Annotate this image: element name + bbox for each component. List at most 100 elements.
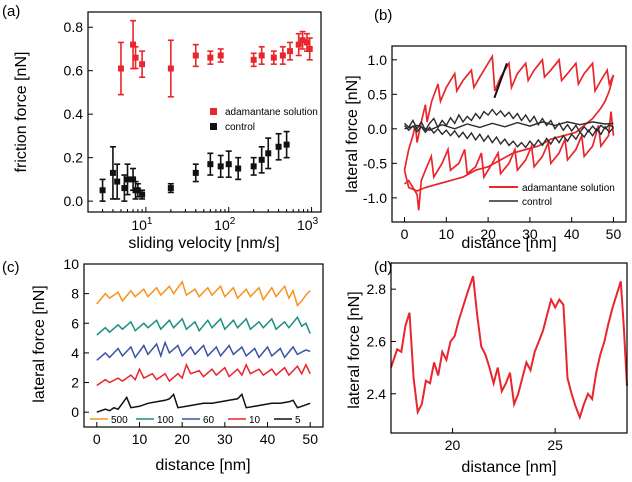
- c-line-100: [96, 315, 311, 336]
- b-xtick-label-2: 20: [480, 226, 496, 242]
- panel-a-letter: (a): [2, 3, 20, 20]
- panel-d-plot-area: 20 25 2.4 2.6 2.8: [367, 275, 628, 453]
- legend-marker-control: [210, 123, 217, 130]
- panel-d-frame: [390, 262, 628, 434]
- a-point-0-8: [250, 56, 257, 63]
- panel-c-letter: (c): [2, 259, 20, 276]
- a-xtick-exp-1: 2: [230, 216, 236, 227]
- b-line-0-retrace_upper: [403, 74, 615, 192]
- c-line-5: [96, 392, 311, 413]
- a-point-1-18: [275, 143, 282, 150]
- a-point-1-8: [139, 191, 146, 198]
- d-xtick-label-1: 25: [547, 437, 563, 453]
- a-point-1-4: [124, 176, 131, 183]
- c-line-60: [96, 340, 311, 361]
- a-ytick-label-2: 0.4: [64, 106, 84, 122]
- a-ytick-label-3: 0.6: [64, 63, 84, 79]
- b-ytick-label-4: 1.0: [368, 52, 388, 68]
- c-line-500: [96, 280, 311, 307]
- b-line-1-trace_upper: [404, 108, 614, 134]
- a-point-0-11: [279, 52, 286, 59]
- c-ytick-label-0: 0: [71, 404, 79, 420]
- a-point-1-15: [250, 163, 257, 170]
- a-point-1-13: [225, 161, 232, 168]
- c-xtick-label-1: 10: [132, 431, 148, 447]
- a-point-1-19: [283, 141, 290, 148]
- c-xtick-label-2: 20: [174, 431, 190, 447]
- panel-d: (d) 20 25 2.4 2.6 2.8 distance [nm] lateral …: [346, 259, 628, 476]
- c-xtick-label-0: 0: [93, 431, 101, 447]
- c-xtick-label-3: 30: [217, 431, 233, 447]
- a-point-1-2: [114, 178, 121, 185]
- panel-b-letter: (b): [374, 7, 392, 24]
- c-ytick-label-5: 10: [63, 256, 79, 272]
- legend-marker-adamantane: [210, 108, 217, 115]
- c-ytick-label-3: 6: [71, 315, 79, 331]
- panel-c-legend: 500 100 60 10 5: [90, 415, 301, 426]
- c-xtick-label-5: 50: [302, 431, 318, 447]
- panel-c-frame: [83, 263, 324, 428]
- a-ytick-label-0: 0.0: [64, 193, 84, 209]
- a-ytick-label-1: 0.2: [64, 150, 84, 166]
- panel-b-plot-area: 0 10 20 30 40 50 -1.0 -0.5 0.0 0.5 1.0: [363, 52, 622, 242]
- a-point-1-12: [217, 163, 224, 170]
- a-point-1-10: [192, 169, 199, 176]
- c-legend-label-5: 5: [295, 415, 301, 426]
- a-point-0-2: [132, 54, 139, 61]
- b-line-0-trace_upper: [403, 53, 615, 171]
- a-xtick-label-1: 102: [214, 216, 236, 233]
- b-xtick-label-3: 30: [522, 226, 538, 242]
- a-point-0-14: [299, 37, 306, 44]
- panel-b-legend: adamantane solution control: [489, 183, 615, 208]
- b-annotation-segment: [493, 62, 508, 99]
- panel-a-legend: adamantane solution control: [210, 107, 318, 133]
- b-line-0-trace_lower: [403, 111, 615, 211]
- panel-b-xlabel: distance [nm]: [461, 235, 556, 252]
- c-line-10: [96, 362, 311, 387]
- a-xtick-exp-0: 1: [147, 216, 153, 227]
- c-legend-label-100: 100: [157, 415, 174, 426]
- panel-b-ylabel: lateral force [nN]: [344, 75, 361, 192]
- a-xtick-label-0: 101: [131, 216, 153, 233]
- a-point-1-14: [235, 165, 242, 172]
- b-xtick-label-4: 40: [564, 226, 580, 242]
- a-point-0-3: [139, 61, 146, 68]
- a-xtick-label-2: 103: [297, 216, 319, 233]
- d-ytick-label-1: 2.6: [367, 333, 387, 349]
- a-point-1-11: [207, 161, 214, 168]
- panel-c-xlabel: distance [nm]: [155, 457, 250, 474]
- panel-b-frame: [391, 45, 627, 223]
- b-line-1-trace_lower: [404, 121, 614, 131]
- a-point-0-1: [130, 41, 137, 48]
- b-ytick-label-3: 0.5: [368, 86, 388, 102]
- a-point-0-13: [295, 41, 302, 48]
- panel-d-ylabel: lateral force [nN]: [346, 291, 363, 408]
- a-point-0-4: [167, 65, 174, 72]
- d-xtick-label-0: 20: [445, 437, 461, 453]
- a-point-0-0: [117, 65, 124, 72]
- a-point-0-7: [217, 52, 224, 59]
- a-point-0-16: [306, 45, 313, 52]
- a-point-0-5: [192, 52, 199, 59]
- panel-d-xlabel: distance [nm]: [461, 459, 556, 476]
- legend-label-control-b: control: [522, 197, 552, 208]
- a-point-0-10: [270, 54, 277, 61]
- a-ytick-label-4: 0.8: [64, 19, 84, 35]
- c-ytick-label-1: 2: [71, 375, 79, 391]
- b-ytick-label-2: 0.0: [368, 121, 388, 137]
- panel-a-plot-area: 101 102 103 0.0 0.2 0.4 0.6 0.8: [64, 19, 319, 233]
- a-point-1-1: [109, 169, 116, 176]
- b-ytick-label-0: -1.0: [363, 190, 387, 206]
- b-xtick-label-1: 10: [439, 226, 455, 242]
- b-xtick-label-5: 50: [606, 226, 622, 242]
- d-ytick-label-0: 2.4: [367, 386, 387, 402]
- a-point-1-0: [99, 187, 106, 194]
- legend-label-adamantane: adamantane solution: [225, 107, 318, 118]
- a-point-1-3: [121, 185, 128, 192]
- b-xtick-label-0: 0: [401, 226, 409, 242]
- a-xtick-exp-2: 3: [313, 216, 319, 227]
- panel-a-xlabel: sliding velocity [nm/s]: [128, 235, 279, 252]
